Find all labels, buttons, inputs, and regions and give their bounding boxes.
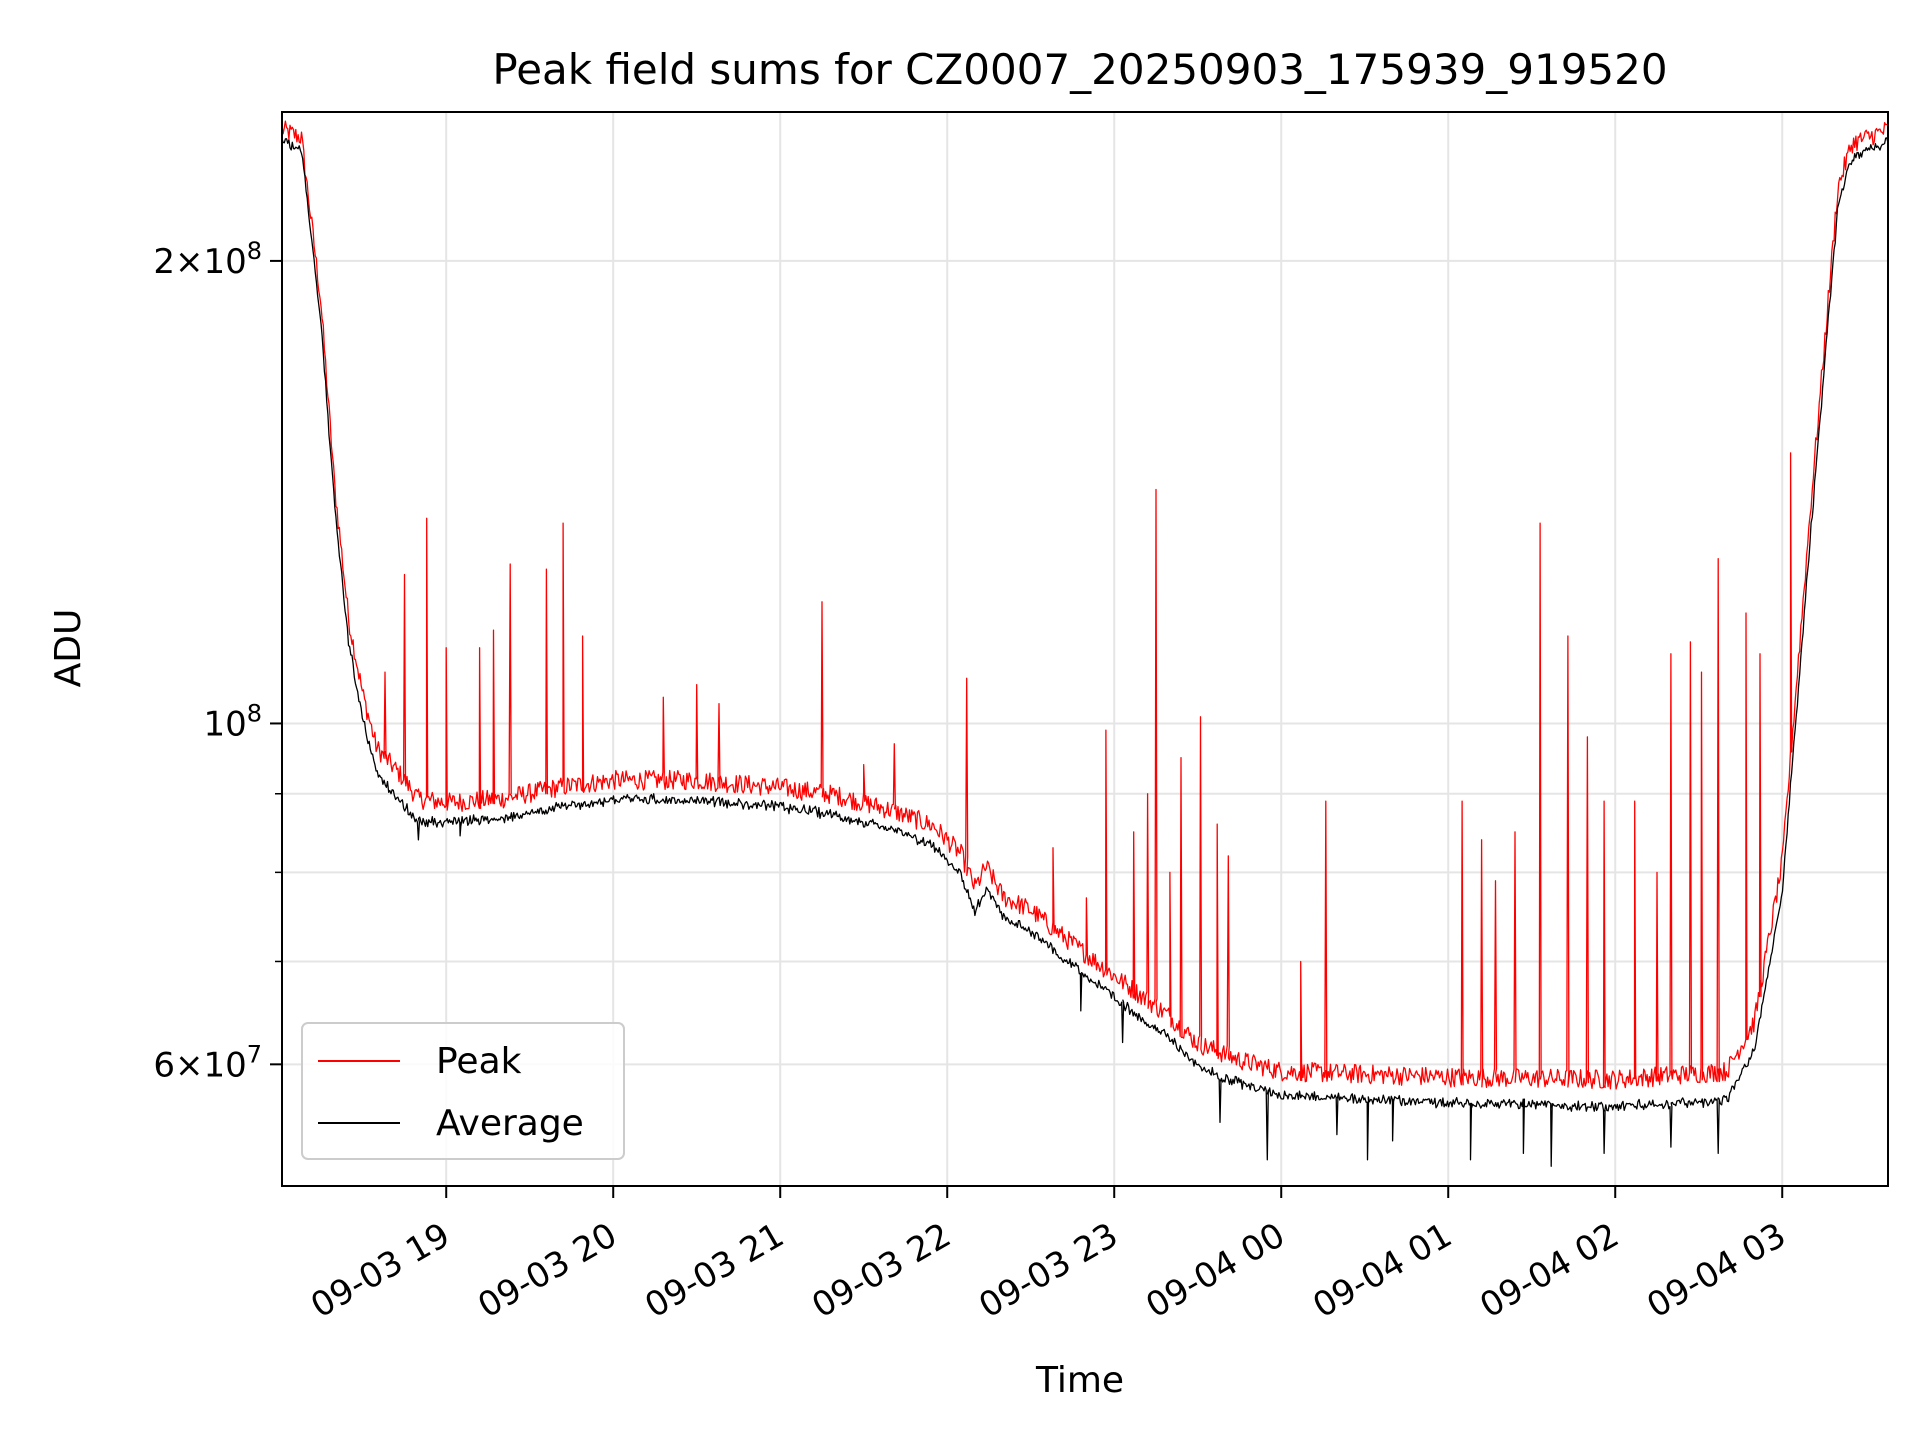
y-axis-label: ADU xyxy=(48,609,89,688)
legend: Peak Average xyxy=(301,1022,625,1160)
legend-box xyxy=(301,1022,625,1160)
x-axis-label: Time xyxy=(1035,1360,1124,1401)
series-layer xyxy=(281,120,1889,1167)
plot-area-frame xyxy=(281,111,1889,1187)
y-tick-label: 6×107 xyxy=(153,1040,262,1085)
average-series-line xyxy=(281,137,1889,1167)
peak-series-line xyxy=(281,120,1889,1090)
y-tick-label: 2×108 xyxy=(153,237,262,282)
grid-lines xyxy=(282,112,1888,1186)
legend-average-label: Average xyxy=(436,1103,584,1144)
legend-peak-label: Peak xyxy=(436,1041,522,1082)
chart-title: Peak field sums for CZ0007_20250903_1759… xyxy=(492,45,1667,94)
